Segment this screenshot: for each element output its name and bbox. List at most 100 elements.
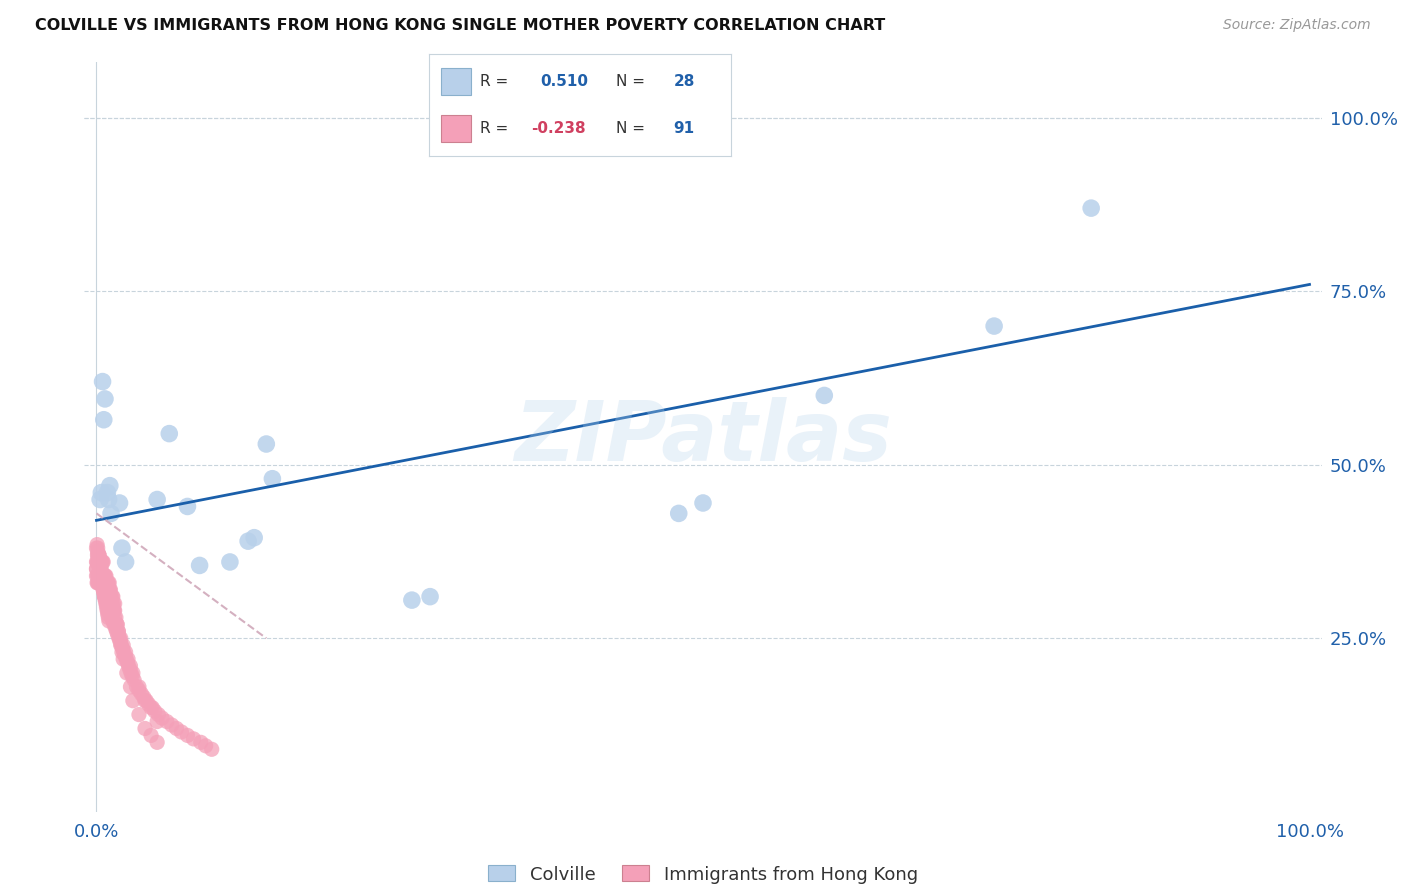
Point xyxy=(87,555,110,569)
Point xyxy=(93,590,115,604)
Point xyxy=(160,718,183,732)
Point xyxy=(108,496,131,510)
Point xyxy=(118,663,141,677)
Point xyxy=(94,582,117,597)
Text: N =: N = xyxy=(616,121,650,136)
FancyBboxPatch shape xyxy=(441,68,471,95)
Point xyxy=(97,582,120,597)
Point xyxy=(93,569,115,583)
Point xyxy=(98,575,121,590)
Text: 0.510: 0.510 xyxy=(541,74,589,88)
Point xyxy=(94,582,117,597)
Point xyxy=(89,558,111,573)
Point xyxy=(91,579,114,593)
Text: N =: N = xyxy=(616,74,650,88)
Point xyxy=(91,555,114,569)
Point xyxy=(89,555,111,569)
Point xyxy=(90,572,112,586)
Point xyxy=(96,590,118,604)
Point xyxy=(90,569,112,583)
Point xyxy=(87,548,110,562)
Point xyxy=(87,548,110,562)
Point xyxy=(86,544,108,558)
Point xyxy=(87,548,110,562)
Point xyxy=(87,569,110,583)
Point xyxy=(97,492,120,507)
Point xyxy=(93,582,115,597)
Point xyxy=(112,638,135,652)
Point xyxy=(813,388,835,402)
Point xyxy=(96,582,118,597)
Point xyxy=(91,569,114,583)
Point xyxy=(91,575,114,590)
Point xyxy=(96,575,118,590)
Point xyxy=(100,597,122,611)
Point xyxy=(128,683,150,698)
Point xyxy=(125,680,148,694)
Point xyxy=(97,603,120,617)
Point xyxy=(100,590,122,604)
Point xyxy=(143,704,166,718)
Point xyxy=(90,575,112,590)
Point xyxy=(110,638,132,652)
Point xyxy=(111,541,134,555)
Point xyxy=(89,492,111,507)
Point xyxy=(97,575,120,590)
Point xyxy=(91,575,114,590)
Point xyxy=(100,610,122,624)
Text: 28: 28 xyxy=(673,74,695,88)
Point xyxy=(97,590,120,604)
Point xyxy=(90,569,112,583)
Point xyxy=(89,575,111,590)
Point xyxy=(89,566,111,580)
Point xyxy=(122,665,145,680)
Text: 91: 91 xyxy=(673,121,695,136)
Point xyxy=(89,562,111,576)
Point xyxy=(419,590,441,604)
Point xyxy=(91,582,114,597)
Point xyxy=(148,707,170,722)
Point xyxy=(91,575,114,590)
Point xyxy=(89,555,111,569)
Point xyxy=(94,593,117,607)
Point xyxy=(115,665,138,680)
Point xyxy=(94,590,117,604)
Point xyxy=(100,507,122,521)
Point xyxy=(117,656,139,670)
Point xyxy=(219,555,242,569)
Point xyxy=(100,590,122,604)
Point xyxy=(87,555,110,569)
Point xyxy=(87,548,110,562)
Point xyxy=(98,582,121,597)
Point xyxy=(94,582,117,597)
Point xyxy=(94,575,117,590)
Point xyxy=(94,569,117,583)
Point xyxy=(104,610,127,624)
Point xyxy=(98,590,121,604)
Point xyxy=(1080,201,1102,215)
Point xyxy=(97,590,120,604)
Point xyxy=(183,731,205,746)
Point xyxy=(120,665,142,680)
Point xyxy=(86,575,108,590)
Point xyxy=(188,558,211,573)
Point xyxy=(86,541,108,555)
Point xyxy=(105,624,128,639)
Point xyxy=(254,437,277,451)
Point xyxy=(93,586,115,600)
Point xyxy=(103,597,125,611)
Point xyxy=(105,617,128,632)
Point xyxy=(94,593,117,607)
Point xyxy=(98,603,121,617)
Point xyxy=(104,610,127,624)
Point xyxy=(96,597,118,611)
Point xyxy=(100,607,122,621)
Point xyxy=(107,624,129,639)
Point xyxy=(141,700,163,714)
Point xyxy=(89,569,111,583)
Point xyxy=(87,569,110,583)
Point xyxy=(97,614,120,628)
Point xyxy=(86,555,108,569)
Point xyxy=(86,562,108,576)
Point xyxy=(122,694,145,708)
